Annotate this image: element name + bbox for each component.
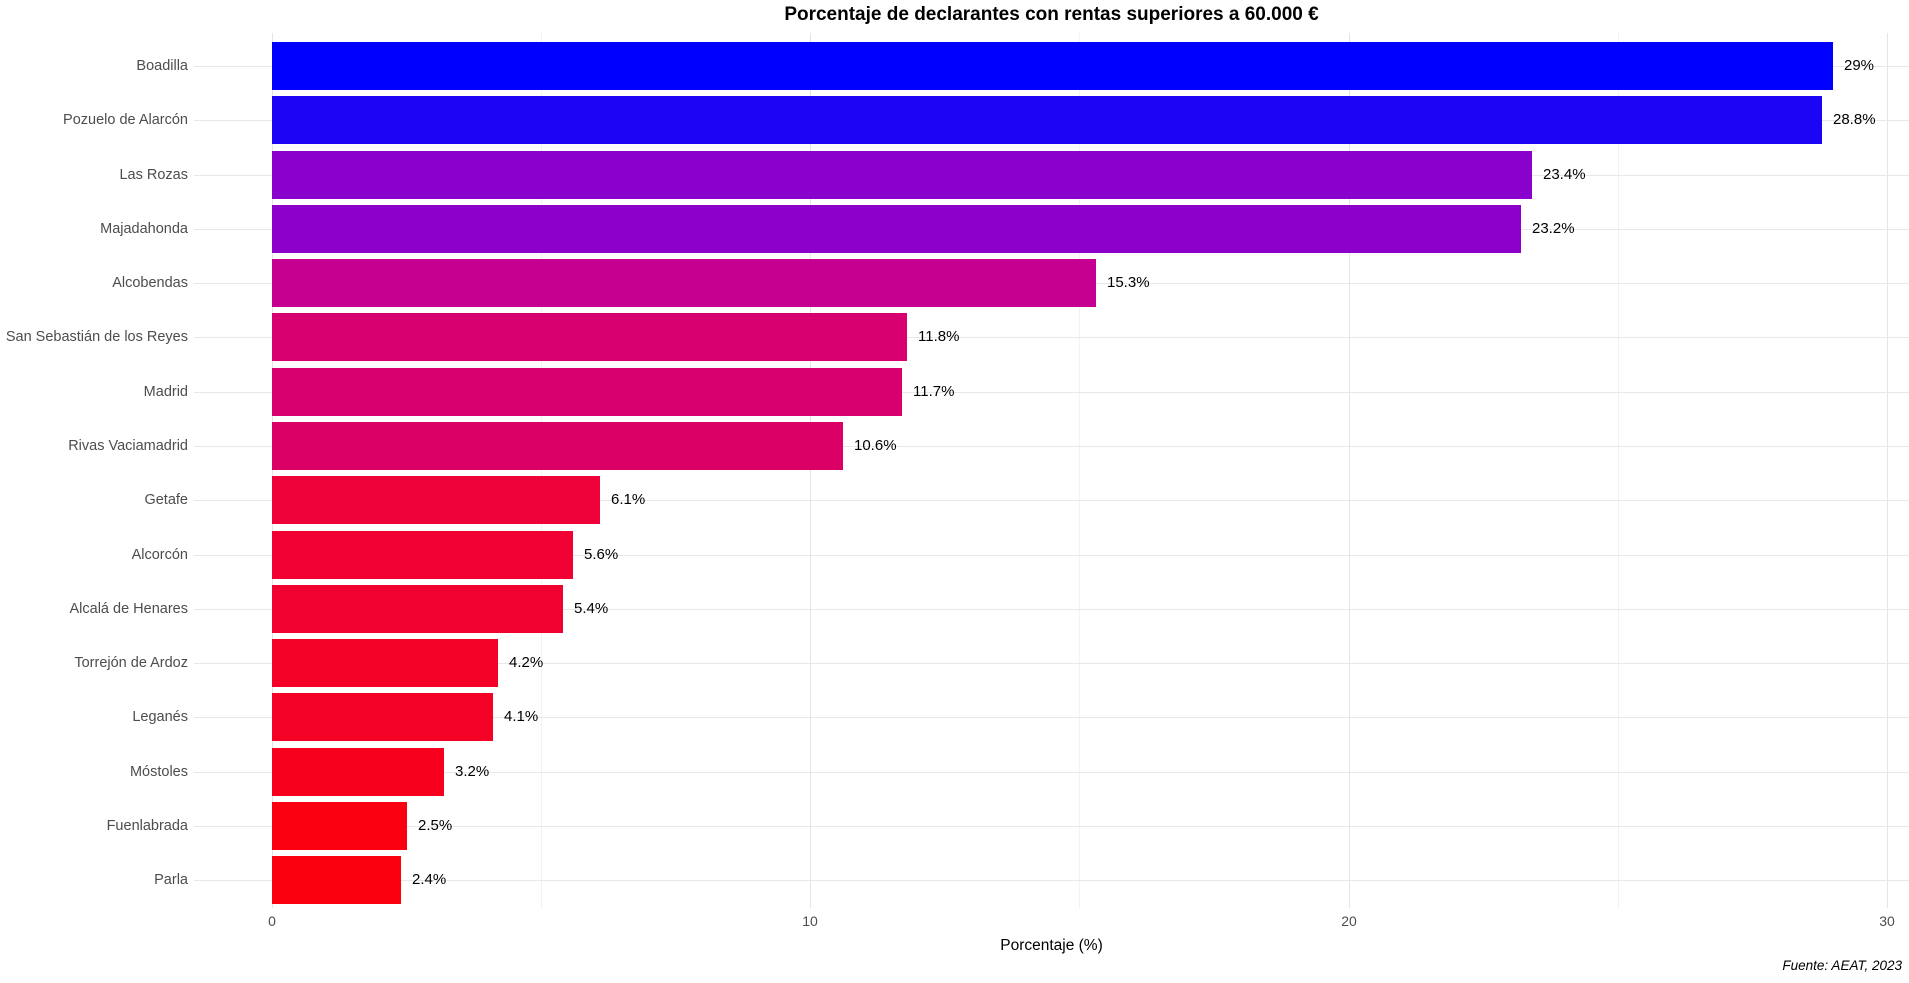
category-label: Pozuelo de Alarcón (63, 112, 188, 128)
bar-value-label: 15.3% (1107, 274, 1150, 291)
major-gridline (1348, 33, 1350, 908)
category-label: Las Rozas (119, 167, 188, 183)
category-label: Rivas Vaciamadrid (68, 438, 188, 454)
minor-gridline (1079, 33, 1081, 908)
category-label: Alcalá de Henares (69, 601, 189, 617)
bar-value-label: 29% (1844, 57, 1875, 74)
row-gridline (194, 555, 1909, 556)
bar-value-label: 28.8% (1833, 111, 1876, 128)
row-gridline (194, 717, 1909, 718)
x-tick-label: 10 (802, 913, 818, 929)
category-label: Torrejón de Ardoz (74, 655, 188, 671)
category-label: Alcobendas (112, 275, 188, 291)
category-label: Fuenlabrada (106, 818, 188, 834)
bar (272, 205, 1521, 253)
category-label: Madrid (143, 384, 188, 400)
chart-title: Porcentaje de declarantes con rentas sup… (784, 4, 1319, 25)
row-gridline (194, 609, 1909, 610)
row-gridline (194, 663, 1909, 664)
category-label: Alcorcón (131, 547, 188, 563)
minor-gridline (541, 33, 543, 908)
bar-value-label: 23.2% (1532, 220, 1575, 237)
bar (272, 639, 498, 687)
major-gridline (810, 33, 812, 908)
category-label: Getafe (144, 492, 188, 508)
category-label: Leganés (132, 709, 188, 725)
bar (272, 856, 401, 904)
bar (272, 748, 444, 796)
bar-value-label: 6.1% (611, 491, 646, 508)
source-caption: Fuente: AEAT, 2023 (1782, 958, 1902, 973)
row-gridline (194, 826, 1909, 827)
category-label: San Sebastián de los Reyes (5, 329, 188, 345)
x-tick-label: 20 (1341, 913, 1357, 929)
row-gridline (194, 446, 1909, 447)
x-tick-label: 30 (1879, 913, 1895, 929)
bar-value-label: 5.4% (574, 600, 609, 617)
bar-value-label: 11.8% (918, 328, 960, 345)
row-gridline (194, 337, 1909, 338)
bar-value-label: 10.6% (854, 437, 897, 454)
bar-value-label: 3.2% (455, 763, 490, 780)
bar (272, 585, 563, 633)
bar (272, 693, 493, 741)
x-axis-title: Porcentaje (%) (1000, 937, 1103, 954)
minor-gridline (1617, 33, 1619, 908)
row-gridline (194, 500, 1909, 501)
category-label: Majadahonda (100, 221, 188, 237)
bar-value-label: 4.2% (509, 654, 544, 671)
major-gridline (272, 33, 273, 908)
bar-value-label: 4.1% (504, 708, 539, 725)
bar (272, 802, 407, 850)
bar-value-label: 5.6% (584, 546, 619, 563)
bar (272, 368, 902, 416)
row-gridline (194, 392, 1909, 393)
x-tick-label: 0 (268, 913, 276, 929)
bar-value-label: 11.7% (913, 383, 955, 400)
bar (272, 476, 600, 524)
bar (272, 422, 843, 470)
bar-value-label: 2.4% (412, 871, 447, 888)
bar (272, 259, 1096, 307)
bar (272, 96, 1822, 144)
row-gridline (194, 880, 1909, 881)
bar (272, 531, 573, 579)
bar (272, 313, 907, 361)
bar-value-label: 2.5% (418, 817, 453, 834)
bar (272, 42, 1833, 90)
category-label: Parla (154, 872, 188, 888)
bar-value-label: 23.4% (1543, 166, 1586, 183)
category-label: Boadilla (136, 58, 188, 74)
row-gridline (194, 772, 1909, 773)
category-label: Móstoles (129, 764, 188, 780)
major-gridline (1886, 33, 1888, 908)
bar (272, 151, 1532, 199)
